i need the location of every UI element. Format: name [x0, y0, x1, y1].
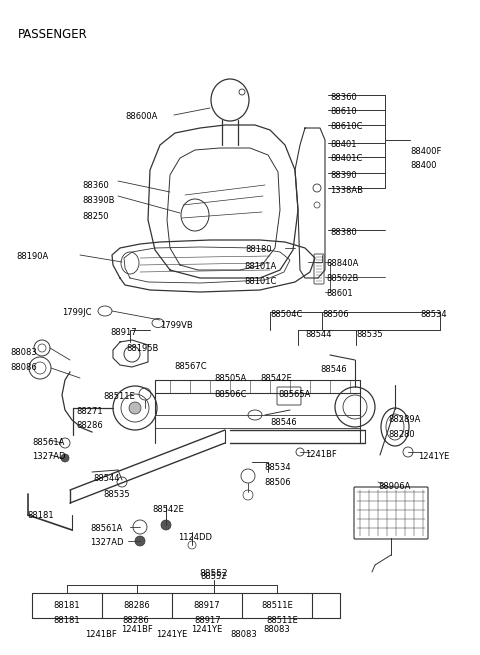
Text: 88380: 88380 — [330, 228, 357, 237]
Circle shape — [61, 454, 69, 462]
Text: 88535: 88535 — [356, 330, 383, 339]
Text: 1241BF: 1241BF — [305, 450, 337, 459]
Text: 88534: 88534 — [420, 310, 446, 319]
Text: 88400: 88400 — [410, 161, 436, 170]
Text: 88506C: 88506C — [214, 390, 247, 399]
Text: 88544: 88544 — [93, 474, 120, 483]
Text: 88400F: 88400F — [410, 147, 442, 156]
Text: 88502B: 88502B — [326, 274, 359, 283]
Text: 88610C: 88610C — [330, 122, 362, 131]
Text: 88401: 88401 — [330, 140, 357, 149]
Text: 1241YE: 1241YE — [192, 624, 223, 633]
Text: 88906A: 88906A — [378, 482, 410, 491]
Circle shape — [161, 520, 171, 530]
Text: 88286: 88286 — [122, 616, 149, 625]
Text: 88565A: 88565A — [278, 390, 311, 399]
Text: 88917: 88917 — [194, 601, 220, 610]
Text: 88360: 88360 — [330, 93, 357, 102]
Text: 88286: 88286 — [76, 421, 103, 430]
Text: 88506: 88506 — [322, 310, 348, 319]
Text: 1327AD: 1327AD — [32, 452, 65, 461]
Text: 88840A: 88840A — [326, 259, 359, 268]
Text: 88083: 88083 — [230, 630, 257, 639]
Text: 88289A: 88289A — [388, 415, 420, 424]
Text: 88101C: 88101C — [244, 277, 276, 286]
Text: 88552: 88552 — [201, 572, 227, 581]
Text: 88917: 88917 — [110, 328, 137, 337]
Text: 88544: 88544 — [305, 330, 332, 339]
Text: 88083: 88083 — [10, 348, 37, 357]
Text: 88506: 88506 — [264, 478, 290, 487]
Text: 88181: 88181 — [54, 616, 80, 625]
Text: 88504C: 88504C — [270, 310, 302, 319]
Text: 88390: 88390 — [330, 171, 357, 180]
Text: 88542E: 88542E — [152, 505, 184, 514]
Text: 88511E: 88511E — [261, 601, 293, 610]
Text: 88505A: 88505A — [214, 374, 246, 383]
Text: 1799VB: 1799VB — [160, 321, 193, 330]
Text: 88546: 88546 — [320, 365, 347, 374]
Text: 88360: 88360 — [82, 181, 109, 190]
Text: 88542E: 88542E — [260, 374, 292, 383]
Text: 88511E: 88511E — [266, 616, 298, 625]
Text: 88101A: 88101A — [244, 262, 276, 271]
Text: 88083: 88083 — [264, 624, 290, 633]
Text: 88181: 88181 — [54, 601, 80, 610]
Text: 88534: 88534 — [264, 463, 290, 472]
Text: PASSENGER: PASSENGER — [18, 28, 88, 41]
Text: 88190A: 88190A — [16, 252, 48, 261]
Text: 88561A: 88561A — [32, 438, 64, 447]
Text: 88600A: 88600A — [126, 112, 158, 121]
Text: 88180: 88180 — [245, 245, 272, 254]
Text: 1241YE: 1241YE — [156, 630, 188, 639]
Text: 88250: 88250 — [82, 212, 108, 221]
Text: 88552: 88552 — [200, 569, 228, 578]
Text: 1124DD: 1124DD — [178, 533, 212, 542]
Text: 88535: 88535 — [103, 490, 130, 499]
Text: 1241BF: 1241BF — [121, 624, 153, 633]
Text: 88567C: 88567C — [174, 362, 206, 371]
Text: 1241YE: 1241YE — [418, 452, 449, 461]
Text: 88195B: 88195B — [126, 344, 158, 353]
Text: 88511E: 88511E — [103, 392, 135, 401]
Text: 88917: 88917 — [195, 616, 221, 625]
Text: 88601: 88601 — [326, 289, 353, 298]
Text: 88401C: 88401C — [330, 154, 362, 163]
Text: 1799JC: 1799JC — [62, 308, 92, 317]
Text: 88086: 88086 — [10, 363, 37, 372]
Text: 88610: 88610 — [330, 107, 357, 116]
Circle shape — [129, 402, 141, 414]
Text: 88390B: 88390B — [82, 196, 115, 205]
Text: 88286: 88286 — [124, 601, 150, 610]
Text: 88561A: 88561A — [90, 524, 122, 533]
Text: 88546: 88546 — [270, 418, 297, 427]
Text: 88271: 88271 — [76, 407, 103, 416]
Text: 88181: 88181 — [27, 511, 54, 520]
Text: 1338AB: 1338AB — [330, 186, 363, 195]
Text: 1327AD: 1327AD — [90, 538, 123, 547]
Text: 1241BF: 1241BF — [85, 630, 117, 639]
Text: 88280: 88280 — [388, 430, 415, 439]
Circle shape — [135, 536, 145, 546]
